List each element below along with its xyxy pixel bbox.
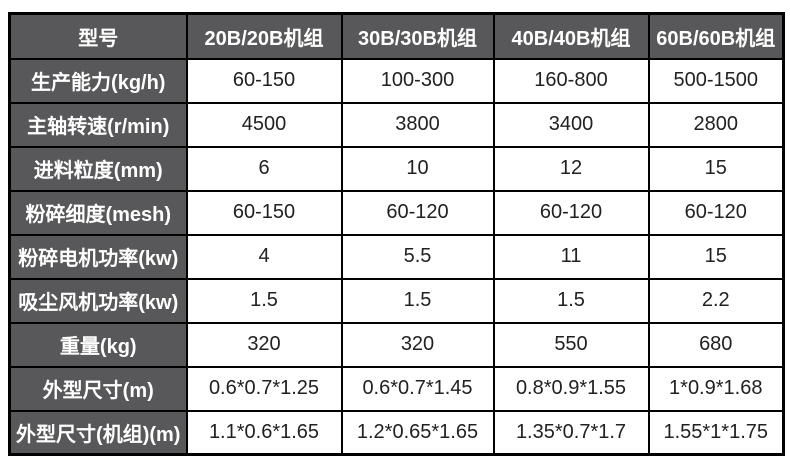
row-label-cell: 进料粒度(mm) [8, 145, 188, 192]
table-row: 重量(kg) 320 320 550 680 [8, 321, 785, 368]
table-header-row: 型号 20B/20B机组 30B/30B机组 40B/40B机组 60B/60B… [8, 12, 785, 60]
row-label-cell: 外型尺寸(机组)(m) [8, 409, 188, 456]
row-label-cell: 粉碎细度(mesh) [8, 189, 188, 236]
value-cell: 60-120 [647, 189, 785, 236]
value-cell: 680 [647, 321, 785, 368]
header-cell-30b: 30B/30B机组 [340, 12, 495, 60]
header-cell-20b: 20B/20B机组 [185, 12, 343, 60]
value-cell: 3400 [492, 101, 650, 148]
table-row: 粉碎细度(mesh) 60-150 60-120 60-120 60-120 [8, 189, 785, 236]
value-cell: 320 [185, 321, 343, 368]
value-cell: 60-120 [340, 189, 495, 236]
value-cell: 60-150 [185, 189, 343, 236]
value-cell: 160-800 [492, 57, 650, 104]
table-row: 吸尘风机功率(kw) 1.5 1.5 1.5 2.2 [8, 277, 785, 324]
value-cell: 1.5 [185, 277, 343, 324]
value-cell: 0.8*0.9*1.55 [492, 365, 650, 412]
product-spec-table: 型号 20B/20B机组 30B/30B机组 40B/40B机组 60B/60B… [8, 12, 785, 456]
value-cell: 4 [185, 233, 343, 280]
header-cell-60b: 60B/60B机组 [647, 12, 785, 60]
row-label-cell: 吸尘风机功率(kw) [8, 277, 188, 324]
value-cell: 5.5 [340, 233, 495, 280]
row-label-cell: 主轴转速(r/min) [8, 101, 188, 148]
value-cell: 15 [647, 233, 785, 280]
table-row: 主轴转速(r/min) 4500 3800 3400 2800 [8, 101, 785, 148]
header-cell-model: 型号 [8, 12, 188, 60]
value-cell: 3800 [340, 101, 495, 148]
table-row: 外型尺寸(m) 0.6*0.7*1.25 0.6*0.7*1.45 0.8*0.… [8, 365, 785, 412]
table-row: 外型尺寸(机组)(m) 1.1*0.6*1.65 1.2*0.65*1.65 1… [8, 409, 785, 456]
value-cell: 10 [340, 145, 495, 192]
spec-table-container: 型号 20B/20B机组 30B/30B机组 40B/40B机组 60B/60B… [8, 12, 785, 456]
value-cell: 12 [492, 145, 650, 192]
value-cell: 1*0.9*1.68 [647, 365, 785, 412]
row-label-cell: 生产能力(kg/h) [8, 57, 188, 104]
value-cell: 60-120 [492, 189, 650, 236]
table-row: 进料粒度(mm) 6 10 12 15 [8, 145, 785, 192]
value-cell: 2800 [647, 101, 785, 148]
table-row: 粉碎电机功率(kw) 4 5.5 11 15 [8, 233, 785, 280]
row-label-cell: 粉碎电机功率(kw) [8, 233, 188, 280]
value-cell: 500-1500 [647, 57, 785, 104]
value-cell: 1.35*0.7*1.7 [492, 409, 650, 456]
table-row: 生产能力(kg/h) 60-150 100-300 160-800 500-15… [8, 57, 785, 104]
value-cell: 1.5 [492, 277, 650, 324]
header-cell-40b: 40B/40B机组 [492, 12, 650, 60]
value-cell: 1.55*1*1.75 [647, 409, 785, 456]
value-cell: 11 [492, 233, 650, 280]
value-cell: 15 [647, 145, 785, 192]
value-cell: 6 [185, 145, 343, 192]
row-label-cell: 重量(kg) [8, 321, 188, 368]
value-cell: 100-300 [340, 57, 495, 104]
value-cell: 550 [492, 321, 650, 368]
row-label-cell: 外型尺寸(m) [8, 365, 188, 412]
value-cell: 4500 [185, 101, 343, 148]
value-cell: 2.2 [647, 277, 785, 324]
value-cell: 1.5 [340, 277, 495, 324]
value-cell: 1.2*0.65*1.65 [340, 409, 495, 456]
value-cell: 0.6*0.7*1.45 [340, 365, 495, 412]
value-cell: 320 [340, 321, 495, 368]
value-cell: 60-150 [185, 57, 343, 104]
value-cell: 0.6*0.7*1.25 [185, 365, 343, 412]
value-cell: 1.1*0.6*1.65 [185, 409, 343, 456]
